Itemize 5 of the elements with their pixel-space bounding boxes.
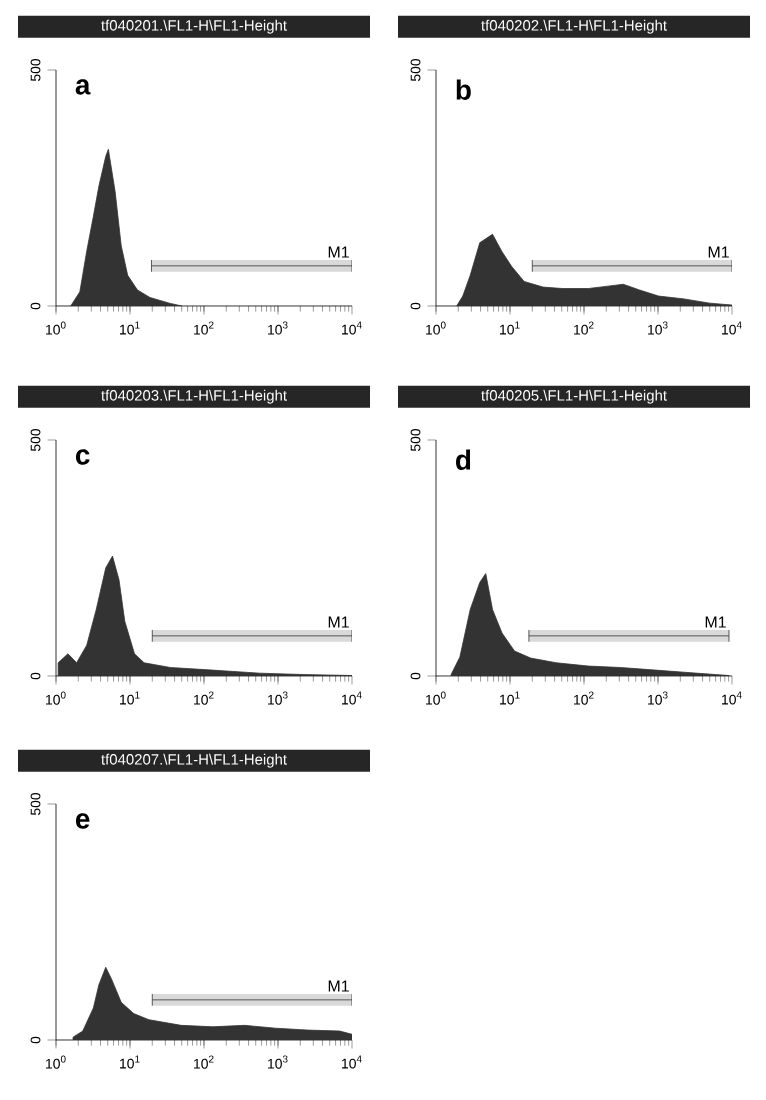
annotation: d (456, 449, 471, 470)
annotation: b (456, 79, 471, 100)
annotation: e (75, 813, 90, 829)
annotation: c (75, 449, 90, 465)
annotation: a (75, 79, 91, 95)
